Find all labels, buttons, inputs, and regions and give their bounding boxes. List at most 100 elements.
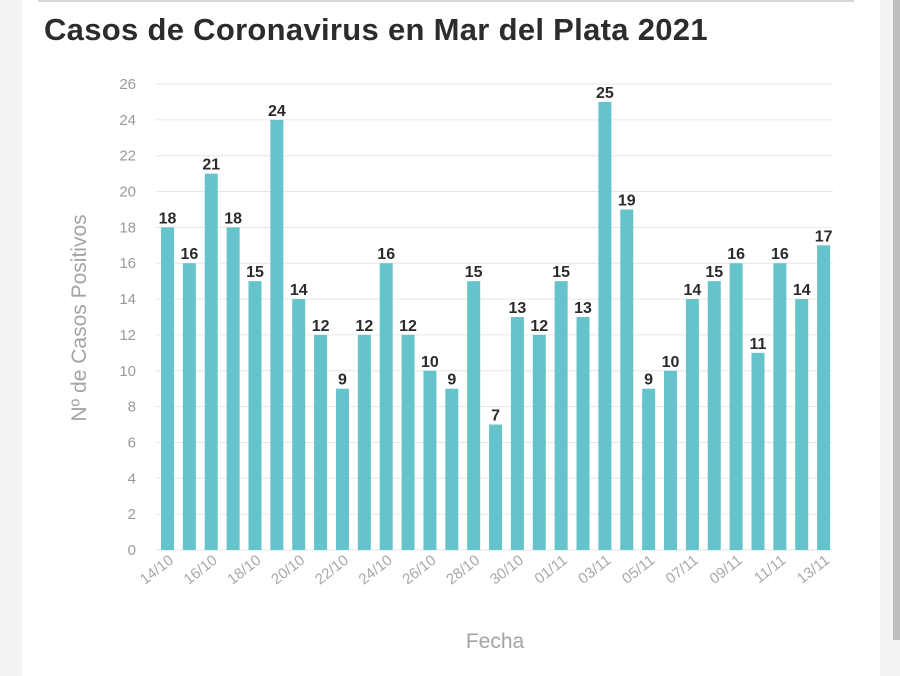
- bar-11/11: [773, 263, 787, 550]
- data-label: 16: [180, 246, 198, 263]
- data-label: 16: [727, 246, 745, 263]
- bar-21/10: [314, 334, 328, 550]
- data-label: 15: [465, 264, 483, 281]
- data-labels: 1816211815241412912161210915713121513251…: [159, 85, 833, 425]
- bar-07/11: [685, 299, 699, 550]
- x-tick-label: 03/11: [575, 552, 614, 588]
- bar-31/10: [532, 334, 546, 550]
- bar-05/11: [642, 388, 656, 550]
- data-label: 14: [683, 282, 701, 299]
- x-tick-label: 07/11: [663, 552, 702, 588]
- bar-08/11: [707, 281, 721, 550]
- y-tick-label: 2: [128, 506, 136, 523]
- bar-06/11: [664, 370, 678, 550]
- top-divider: [38, 0, 854, 2]
- bar-04/11: [620, 209, 634, 550]
- bar-24/10: [379, 263, 393, 550]
- x-axis-title: Fecha: [466, 630, 525, 653]
- bar-25/10: [401, 334, 415, 550]
- bars: [161, 101, 831, 551]
- data-label: 12: [355, 318, 373, 335]
- x-tick-label: 16/10: [181, 552, 221, 589]
- x-tick-label: 22/10: [312, 552, 352, 589]
- bar-20/10: [292, 299, 306, 550]
- bar-28/10: [467, 281, 481, 550]
- bar-26/10: [423, 370, 437, 550]
- right-edge-shadow: [893, 0, 900, 640]
- x-tick-label: 26/10: [399, 552, 439, 589]
- chart-title: Casos de Coronavirus en Mar del Plata 20…: [44, 12, 708, 47]
- bar-16/10: [204, 173, 218, 550]
- data-label: 18: [224, 210, 242, 227]
- bar-18/10: [248, 281, 262, 550]
- bar-29/10: [489, 424, 503, 550]
- bar-03/11: [598, 101, 612, 550]
- x-tick-label: 30/10: [487, 552, 527, 589]
- data-label: 16: [377, 246, 395, 263]
- data-label: 13: [509, 300, 527, 317]
- data-label: 25: [596, 85, 614, 102]
- y-tick-label: 16: [119, 255, 136, 272]
- data-label: 18: [159, 210, 177, 227]
- bar-23/10: [357, 334, 371, 550]
- y-tick-label: 24: [119, 112, 136, 129]
- x-tick-label: 28/10: [443, 552, 483, 589]
- bar-13/11: [817, 245, 831, 551]
- x-tick-label: 09/11: [706, 552, 745, 588]
- x-tick-label: 13/11: [794, 552, 833, 588]
- data-label: 17: [815, 228, 833, 245]
- data-label: 15: [552, 264, 570, 281]
- data-label: 14: [793, 282, 811, 299]
- bar-14/10: [161, 227, 174, 550]
- bar-02/11: [576, 317, 590, 550]
- data-label: 21: [202, 157, 220, 174]
- y-tick-label: 18: [119, 219, 136, 236]
- data-label: 19: [618, 192, 636, 209]
- bar-15/10: [182, 263, 196, 550]
- x-tick-label: 20/10: [268, 552, 308, 589]
- x-tick-label: 01/11: [531, 552, 570, 588]
- bar-17/10: [226, 227, 240, 550]
- data-label: 10: [662, 354, 680, 371]
- x-tick-label: 05/11: [619, 552, 658, 588]
- x-tick-label: 18/10: [224, 552, 264, 589]
- bar-30/10: [510, 317, 524, 550]
- bar-01/11: [554, 281, 568, 550]
- data-label: 11: [750, 336, 767, 353]
- data-label: 13: [574, 300, 592, 317]
- y-tick-label: 26: [119, 76, 136, 93]
- data-label: 12: [399, 318, 417, 335]
- data-label: 24: [268, 103, 286, 120]
- y-tick-label: 22: [119, 148, 136, 165]
- y-tick-label: 6: [128, 434, 136, 451]
- data-label: 16: [771, 246, 789, 263]
- data-label: 9: [644, 372, 653, 389]
- data-label: 15: [705, 264, 723, 281]
- data-label: 14: [290, 282, 308, 299]
- data-label: 15: [246, 264, 264, 281]
- y-tick-label: 14: [119, 291, 136, 308]
- data-label: 10: [421, 354, 439, 371]
- y-tick-label: 8: [128, 399, 136, 416]
- x-tick-label: 11/11: [751, 552, 789, 587]
- bar-10/11: [751, 352, 765, 550]
- data-label: 12: [530, 318, 548, 335]
- y-tick-label: 20: [119, 184, 136, 201]
- bar-12/11: [795, 299, 809, 550]
- data-label: 7: [491, 408, 500, 425]
- x-axis-ticks: 14/10 16/10 18/10 20/10 22/10 24/10 26/10 28/10…: [137, 552, 833, 589]
- data-label: 9: [447, 372, 456, 389]
- y-tick-label: 10: [119, 363, 136, 380]
- bar-27/10: [445, 388, 459, 550]
- y-tick-label: 0: [128, 542, 136, 559]
- data-label: 9: [338, 372, 347, 389]
- y-tick-label: 12: [119, 327, 136, 344]
- x-tick-label: 24/10: [356, 552, 396, 589]
- bar-09/11: [729, 263, 743, 550]
- y-axis-title: Nº de Casos Positivos: [68, 214, 91, 421]
- data-label: 12: [312, 318, 330, 335]
- bar-19/10: [270, 119, 284, 550]
- x-tick-label: 14/10: [137, 552, 177, 589]
